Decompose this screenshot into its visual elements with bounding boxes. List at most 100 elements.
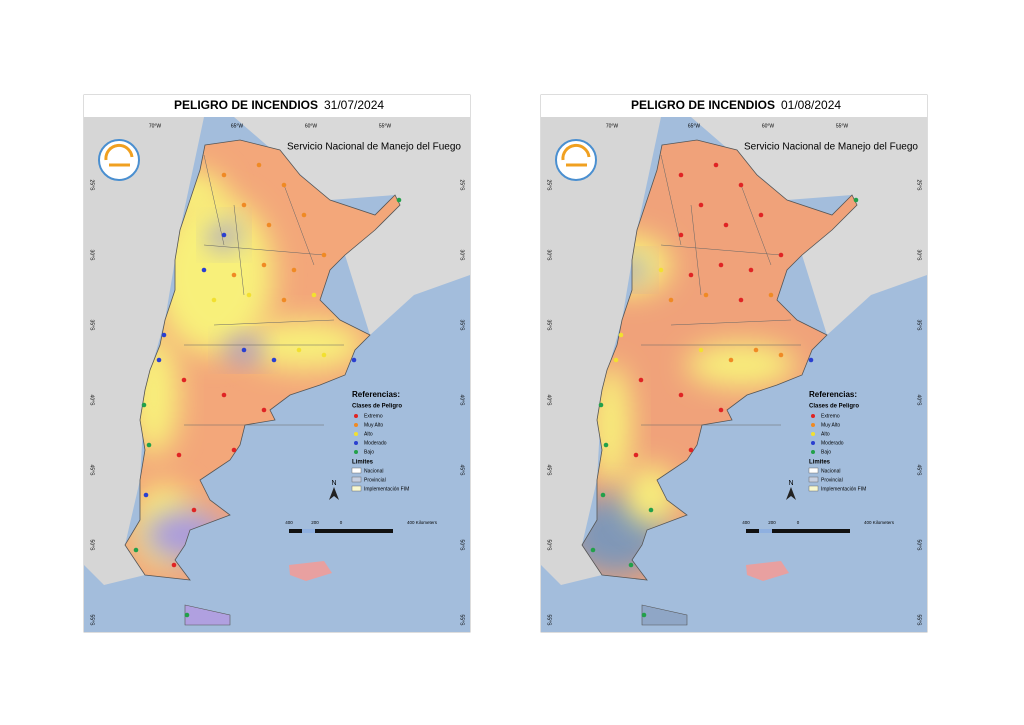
tierra-del-fuego [184,604,231,626]
danger-point [261,407,267,413]
danger-point [241,347,247,353]
danger-point [590,547,596,553]
legend-title: Referencias: [352,390,400,399]
danger-point [668,297,674,303]
danger-point [321,352,327,358]
legend-swatch [808,476,819,483]
title-bar [84,95,470,117]
danger-point [396,197,402,203]
danger-point [688,447,694,453]
legend-label: Implementación FIM [364,486,409,492]
danger-point [648,507,654,513]
danger-point [728,357,734,363]
danger-point [678,232,684,238]
map-title: PELIGRO DE INCENDIOS [174,98,318,112]
latitude-label: 35°S [89,320,95,332]
danger-point [271,357,277,363]
danger-point [246,292,252,298]
longitude-label: 55°W [836,123,849,129]
north-label: N [331,480,336,487]
latitude-label: 25°S [916,180,922,192]
danger-point [641,612,647,618]
legend-label: Extremo [821,413,840,419]
scale-bar [302,529,315,533]
falklands [289,561,332,581]
scale-label: 0 [797,520,800,525]
danger-point [778,252,784,258]
danger-point [603,442,609,448]
danger-point [291,267,297,273]
legend-label: Provincial [821,477,843,483]
latitude-label: 50°S [459,540,465,552]
latitude-label: 50°S [89,540,95,552]
latitude-label: 25°S [546,180,552,192]
north-label: N [788,480,793,487]
latitude-label: 40°S [546,395,552,407]
legend-swatch [811,441,815,445]
longitude-label: 55°W [379,123,392,129]
danger-point [156,357,162,363]
danger-point [221,392,227,398]
danger-point [256,162,262,168]
danger-point [753,347,759,353]
legend-swatch [811,450,815,454]
danger-point [598,402,604,408]
longitude-label: 70°W [606,123,619,129]
danger-zone [154,195,274,355]
legend-label: Muy Alto [364,422,383,428]
map-date: 31/07/2024 [324,98,384,112]
danger-point [176,452,182,458]
scale-label: 400 [285,520,293,525]
neighbor-land-west [541,117,661,585]
danger-point [146,442,152,448]
legend-swatch [808,467,819,474]
tierra-del-fuego [641,604,688,626]
legend-label: Bajo [821,449,831,455]
argentina-outline [124,139,401,581]
danger-point [191,507,197,513]
danger-point [143,492,149,498]
latitude-label: 30°S [459,250,465,262]
danger-point [171,562,177,568]
danger-point [808,357,814,363]
scale-label: 200 [768,520,776,525]
legend-label: Nacional [821,468,840,474]
danger-point [201,267,207,273]
longitude-label: 60°W [762,123,775,129]
danger-point [703,292,709,298]
danger-point [141,402,147,408]
longitude-label: 70°W [149,123,162,129]
agency-name: Servicio Nacional de Manejo del Fuego [287,142,461,153]
map-panel: PELIGRO DE INCENDIOS 31/07/2024 Servicio N… [83,94,471,633]
scale-bar [798,529,850,533]
latitude-label: 50°S [916,540,922,552]
danger-point [613,357,619,363]
danger-point [211,297,217,303]
legend-label: Extremo [364,413,383,419]
north-arrow [329,487,339,500]
legend-swatch [811,414,815,418]
legend-swatch [354,432,358,436]
scale-bar [341,529,393,533]
danger-point [231,447,237,453]
legend-label: Muy Alto [821,422,840,428]
scale-label: 0 [340,520,343,525]
legend-label: Provincial [364,477,386,483]
danger-point [311,292,317,298]
legend-label: Implementación FIM [821,486,866,492]
danger-point [678,392,684,398]
danger-point [688,272,694,278]
danger-point [658,267,664,273]
danger-point [281,182,287,188]
latitude-label: 40°S [916,395,922,407]
logo-mark [561,143,591,167]
logo-mark [104,143,134,167]
latitude-label: 45°S [89,465,95,477]
legend-label: Bajo [364,449,374,455]
latitude-label: 45°S [916,465,922,477]
danger-point [181,377,187,383]
danger-point [748,267,754,273]
latitude-label: 45°S [459,465,465,477]
latitude-label: 50°S [546,540,552,552]
latitude-label: 30°S [89,250,95,262]
